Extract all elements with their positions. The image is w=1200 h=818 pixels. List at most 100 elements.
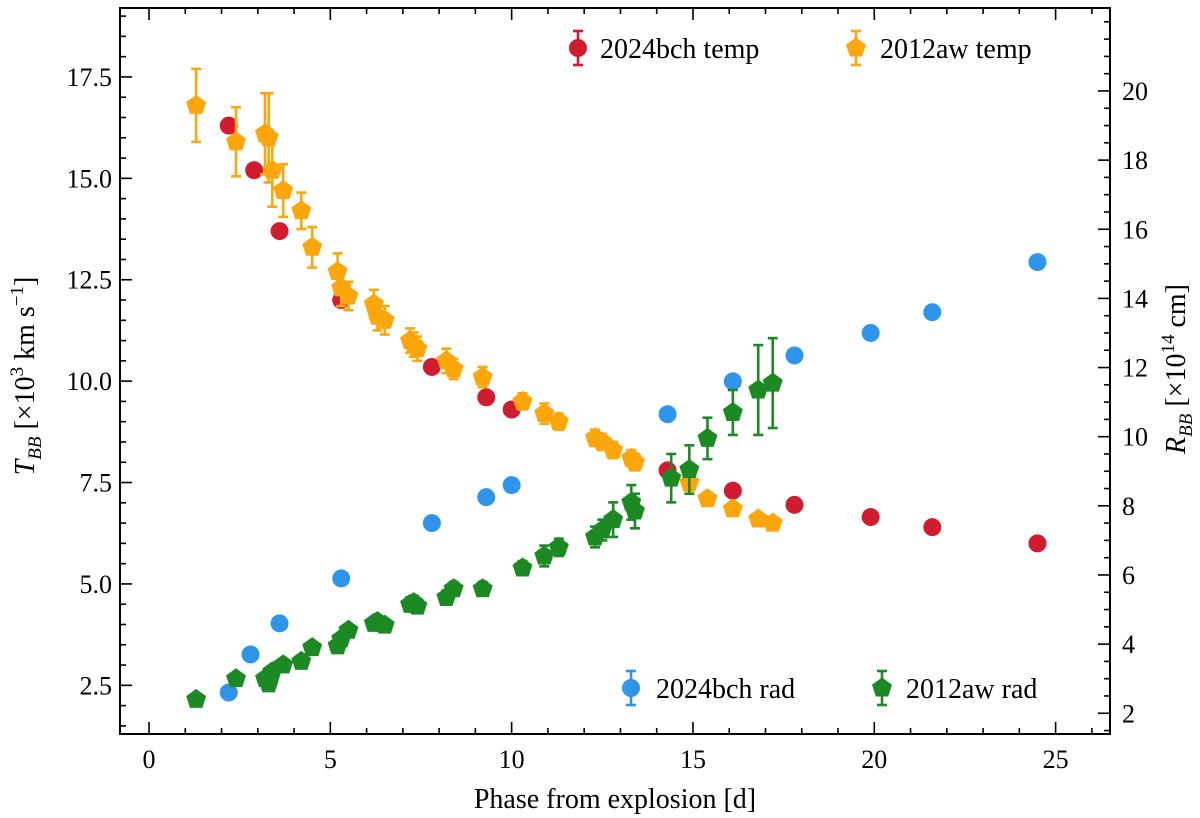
legend-2012aw-rad-marker [872, 677, 892, 697]
right-y-title-end: cm] [1161, 284, 1192, 335]
left-y-title-rest: [×10 [10, 376, 41, 436]
left-y-tick-label: 2.5 [80, 671, 113, 700]
point-2012aw-temp [186, 94, 207, 114]
point-2024bch-rad [422, 514, 441, 533]
legend-2024bch-rad-marker [622, 679, 640, 697]
series-2012aw-rad [186, 336, 783, 708]
point-2024bch-temp [219, 116, 238, 135]
point-2012aw-temp [722, 498, 743, 518]
point-2024bch-temp [422, 357, 441, 376]
point-2024bch-temp [270, 222, 289, 241]
point-2012aw-temp [603, 439, 624, 459]
point-2012aw-rad [679, 459, 700, 479]
point-2012aw-temp [748, 508, 769, 528]
point-2012aw-rad [407, 595, 428, 615]
point-2012aw-temp [302, 236, 323, 256]
point-2012aw-temp [512, 390, 533, 410]
point-2024bch-temp [861, 508, 880, 527]
legend-2012aw-temp: 2012aw temp [846, 29, 1032, 67]
point-2012aw-temp [624, 451, 645, 471]
right-y-axis-title: RBB [×1014 cm] [1158, 284, 1197, 455]
point-2024bch-rad [723, 372, 742, 391]
right-y-tick-label: 12 [1122, 354, 1148, 383]
point-2024bch-rad [270, 614, 289, 633]
point-2012aw-temp [273, 180, 294, 200]
point-2012aw-temp [291, 200, 312, 220]
point-2012aw-temp [548, 411, 569, 431]
point-2024bch-temp [245, 161, 264, 180]
left-y-title-sub: BB [25, 436, 46, 460]
point-2012aw-rad [722, 401, 743, 421]
point-2012aw-rad [302, 637, 323, 657]
right-y-title-sup: 14 [1158, 334, 1179, 354]
point-2012aw-rad [186, 688, 207, 708]
legend-temperature: 2024bch temp 2012aw temp [569, 29, 1032, 67]
right-y-title-rest: [×10 [1161, 354, 1192, 414]
right-y-tick-label: 20 [1122, 77, 1148, 106]
left-y-title-main: T [10, 457, 41, 475]
plot-frame [119, 7, 1111, 735]
point-2024bch-rad [658, 405, 677, 424]
left-y-axis-title: TBB [×103 km s−1] [7, 277, 46, 476]
right-y-tick-label: 16 [1122, 215, 1148, 244]
left-y-tick-label: 17.5 [67, 63, 113, 92]
left-y-tick-label: 7.5 [80, 469, 113, 498]
point-2012aw-rad [661, 467, 682, 487]
left-y-tick-label: 5.0 [80, 570, 113, 599]
left-y-title-sup: 3 [7, 367, 28, 377]
point-2012aw-temp [443, 358, 464, 378]
point-2024bch-rad [861, 323, 880, 342]
x-tick-label: 15 [680, 745, 706, 774]
x-tick-label: 0 [143, 745, 156, 774]
legend-2012aw-rad-label: 2012aw rad [906, 674, 1037, 705]
right-y-title-sub: BB [1176, 413, 1197, 437]
x-tick-label: 20 [861, 745, 887, 774]
right-y-tick-label: 2 [1122, 699, 1135, 728]
left-y-title-sup2: −1 [7, 286, 28, 306]
legend-2024bch-rad-label: 2024bch rad [656, 674, 795, 705]
x-tick-label: 5 [324, 745, 337, 774]
point-2012aw-temp [697, 488, 718, 508]
legend-2012aw-temp-marker [846, 37, 866, 57]
point-2012aw-rad [762, 372, 783, 392]
point-2024bch-rad [785, 346, 804, 365]
right-y-tick-label: 14 [1122, 284, 1148, 313]
left-y-tick-label: 12.5 [67, 266, 113, 295]
legend-2024bch-temp-marker [569, 39, 587, 57]
point-2024bch-rad [1028, 253, 1047, 272]
series-2024bch-temp [219, 116, 1047, 553]
point-2012aw-rad [512, 557, 533, 577]
right-y-tick-label: 8 [1122, 492, 1135, 521]
point-2024bch-temp [723, 481, 742, 500]
right-y-tick-label: 4 [1122, 630, 1135, 659]
right-y-tick-label: 10 [1122, 423, 1148, 452]
right-y-tick-label: 18 [1122, 146, 1148, 175]
point-2012aw-rad [748, 379, 769, 399]
point-2012aw-temp [762, 512, 783, 532]
point-2012aw-rad [273, 654, 294, 674]
right-y-title-main: R [1161, 437, 1192, 455]
legend-2024bch-temp: 2024bch temp [569, 29, 759, 67]
point-2012aw-rad [624, 500, 645, 520]
point-2012aw-rad [534, 545, 555, 565]
point-2012aw-rad [338, 619, 359, 639]
point-2024bch-temp [477, 388, 496, 407]
legend-2012aw-temp-label: 2012aw temp [880, 34, 1032, 65]
point-2012aw-temp [338, 285, 359, 305]
point-2024bch-rad [923, 303, 942, 322]
legend-radius: 2024bch rad 2012aw rad [622, 669, 1037, 707]
point-2024bch-rad [332, 569, 351, 588]
point-2012aw-temp [226, 131, 247, 151]
point-2024bch-rad [219, 683, 238, 702]
point-2012aw-rad [226, 668, 247, 688]
left-y-title-end: ] [10, 277, 41, 286]
point-2012aw-temp [534, 403, 555, 423]
point-2024bch-rad [477, 488, 496, 507]
point-2012aw-temp [262, 159, 283, 179]
point-2024bch-rad [241, 645, 260, 664]
x-tick-label: 10 [499, 745, 525, 774]
point-2012aw-rad [374, 614, 395, 634]
x-axis-title: Phase from explosion [d] [474, 784, 756, 815]
tick-labels: 0 5 10 15 20 25 2.5 5.0 7.5 10.0 12.5 15.0 17.5 2 4 6 8 1… [67, 63, 1149, 774]
